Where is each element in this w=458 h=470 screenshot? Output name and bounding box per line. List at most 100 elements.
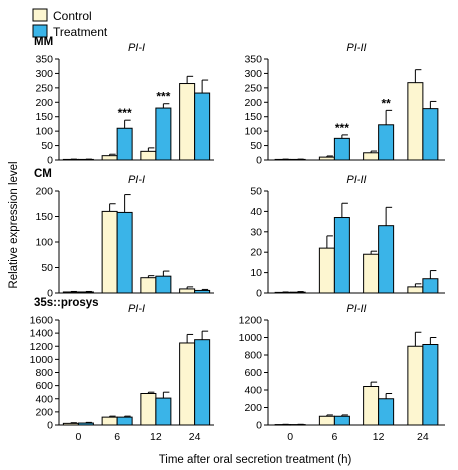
y-tick-label: 1200 xyxy=(30,341,54,353)
bar-control xyxy=(363,152,380,161)
bar-treatment xyxy=(289,291,306,294)
y-tick-label: 1600 xyxy=(30,315,54,327)
legend-swatch-treatment xyxy=(32,24,48,38)
y-tick-label: 50 xyxy=(250,140,262,152)
y-tick-label: 100 xyxy=(244,126,262,138)
y-tick-label: 800 xyxy=(244,350,262,362)
x-tick-label: 6 xyxy=(331,431,337,443)
bar-control xyxy=(62,422,79,426)
bar-control xyxy=(101,210,118,294)
panel-title: PI-I xyxy=(128,303,145,315)
significance-marker: *** xyxy=(335,121,349,135)
y-tick-label: 800 xyxy=(35,367,53,379)
y-tick-label: 30 xyxy=(250,226,262,238)
y-tick-label: 20 xyxy=(250,247,262,259)
bar-treatment xyxy=(333,137,350,161)
y-tick-label: 400 xyxy=(244,385,262,397)
y-tick-label: 50 xyxy=(41,262,53,274)
row-label: 35s::prosys xyxy=(34,297,99,309)
y-tick-label: 200 xyxy=(35,406,53,418)
y-tick-label: 200 xyxy=(244,97,262,109)
x-tick-label: 12 xyxy=(150,431,162,443)
y-tick-label: 100 xyxy=(35,237,53,249)
bar-control xyxy=(363,253,380,294)
y-tick-label: 250 xyxy=(244,82,262,94)
y-tick-label: 0 xyxy=(256,288,262,300)
legend: Control Treatment xyxy=(32,8,108,39)
panel-6: 0 200 400 600 800 1000 1200 PI-II 0 6 12 24 xyxy=(239,303,445,443)
bar-control xyxy=(101,416,118,426)
y-tick-label: 1000 xyxy=(239,332,263,344)
bar-treatment xyxy=(333,217,350,294)
bar-control xyxy=(407,286,424,294)
bar-control xyxy=(101,155,118,161)
bar-treatment xyxy=(77,422,94,426)
panel-title: PI-I xyxy=(128,174,145,186)
x-tick-label: 0 xyxy=(287,431,293,443)
x-tick-label: 6 xyxy=(114,431,120,443)
panel-title: PI-II xyxy=(346,42,366,54)
panel-title: PI-II xyxy=(346,174,366,186)
significance-marker: *** xyxy=(118,106,132,120)
panel-title: PI-I xyxy=(128,42,145,54)
legend-swatch-control xyxy=(32,8,48,22)
y-tick-label: 150 xyxy=(35,211,53,223)
row-label: CM xyxy=(34,168,52,180)
bar-treatment xyxy=(194,339,211,426)
x-tick-label: 24 xyxy=(189,431,201,443)
y-tick-label: 400 xyxy=(35,393,53,405)
bar-treatment xyxy=(333,415,350,426)
bar-control xyxy=(62,291,79,294)
y-tick-label: 300 xyxy=(244,68,262,80)
bar-control xyxy=(179,83,196,161)
bar-treatment xyxy=(155,107,172,161)
y-tick-label: 50 xyxy=(250,186,262,198)
bar-treatment xyxy=(116,211,133,294)
legend-label-control: Control xyxy=(53,9,92,23)
bar-treatment xyxy=(378,124,395,161)
y-tick-label: 10 xyxy=(250,267,262,279)
bar-control xyxy=(318,415,335,426)
y-tick-label: 1400 xyxy=(30,328,54,340)
y-tick-label: 350 xyxy=(244,54,262,66)
bar-control xyxy=(140,150,157,161)
bar-treatment xyxy=(378,398,395,426)
panel-3: 0 50 100 150 200 PI-I CM xyxy=(34,168,214,300)
bar-treatment xyxy=(116,127,133,161)
bar-treatment xyxy=(194,92,211,161)
panel-1: 0 50 100 150 200 250 300 350 PI-I MM *** *** xyxy=(34,36,214,167)
bar-control xyxy=(407,345,424,426)
bar-control xyxy=(179,288,196,294)
y-tick-label: 100 xyxy=(35,126,53,138)
panels: 050100150200250300350PI-IMM******0501001… xyxy=(30,36,445,443)
y-tick-label: 0 xyxy=(47,420,53,432)
x-axis-label: Time after oral secretion treatment (h) xyxy=(159,454,352,466)
y-tick-label: 200 xyxy=(35,97,53,109)
legend-label-treatment: Treatment xyxy=(53,25,108,39)
y-tick-label: 0 xyxy=(256,155,262,167)
bar-control xyxy=(140,393,157,426)
bar-treatment xyxy=(116,416,133,426)
significance-marker: *** xyxy=(156,90,170,104)
y-tick-label: 600 xyxy=(244,367,262,379)
bar-control xyxy=(318,247,335,294)
y-tick-label: 200 xyxy=(35,186,53,198)
y-tick-label: 0 xyxy=(47,155,53,167)
y-axis-label: Relative expression level xyxy=(8,161,20,288)
panel-title: PI-II xyxy=(346,303,366,315)
row-label: MM xyxy=(34,36,53,48)
y-tick-label: 600 xyxy=(35,380,53,392)
bar-treatment xyxy=(422,108,439,161)
y-tick-label: 250 xyxy=(35,82,53,94)
bar-treatment xyxy=(378,225,395,294)
y-tick-label: 150 xyxy=(35,111,53,123)
y-tick-label: 1000 xyxy=(30,354,54,366)
y-tick-label: 200 xyxy=(244,402,262,414)
x-tick-label: 12 xyxy=(373,431,385,443)
significance-marker: ** xyxy=(381,96,391,110)
y-tick-label: 50 xyxy=(41,140,53,152)
x-tick-label: 0 xyxy=(75,431,81,443)
